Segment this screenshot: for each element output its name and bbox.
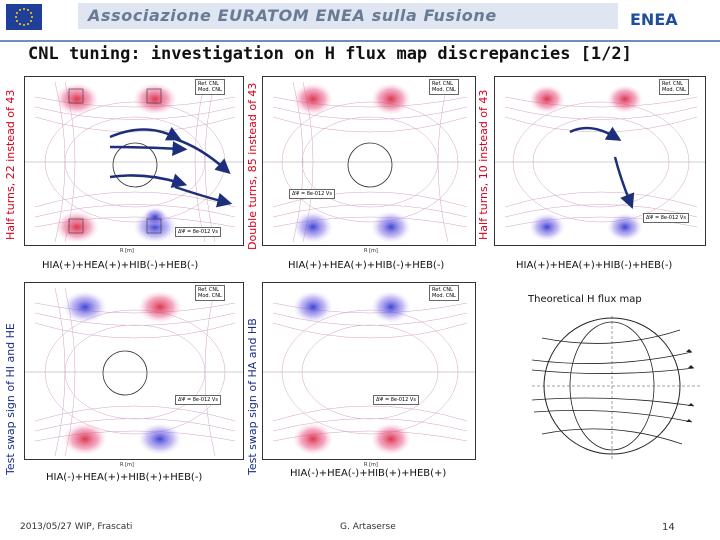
flux-map-top-left: Ref. CNL Mod. CNL ΔΨ = 8e-012 Vs bbox=[24, 76, 244, 246]
caption-bottom-mid: HIA(-)+HEA(-)+HIB(+)+HEB(+) bbox=[290, 468, 447, 479]
enea-logo-icon: ENEA bbox=[630, 10, 678, 29]
footer-page-number: 14 bbox=[662, 522, 675, 533]
dpsi-box: ΔΨ = 8e-012 Vs bbox=[175, 395, 221, 405]
legend-ref-mod: Ref. CNL Mod. CNL bbox=[659, 79, 689, 95]
eu-flag-icon bbox=[6, 4, 42, 30]
footer-author: G. Artaserse bbox=[340, 522, 396, 532]
flux-map-bottom-mid: Ref. CNL Mod. CNL ΔΨ = 8e-012 Vs bbox=[262, 282, 476, 460]
svg-text:ENEA: ENEA bbox=[630, 10, 678, 29]
theoretical-flux-map bbox=[512, 310, 708, 466]
legend-ref-mod: Ref. CNL Mod. CNL bbox=[429, 79, 459, 95]
xlabel-top-left: R [m] bbox=[120, 248, 134, 254]
dpsi-box: ΔΨ = 8e-012 Vs bbox=[643, 213, 689, 223]
xlabel-bottom-left: R [m] bbox=[120, 462, 134, 468]
header-title: Associazione EURATOM ENEA sulla Fusione bbox=[78, 3, 618, 29]
caption-top-mid: HIA(+)+HEA(+)+HIB(-)+HEB(-) bbox=[288, 260, 445, 271]
caption-top-left: HIA(+)+HEA(+)+HIB(-)+HEB(-) bbox=[42, 260, 199, 271]
flux-map-top-right: Ref. CNL Mod. CNL ΔΨ = 8e-012 Vs bbox=[494, 76, 706, 246]
side-label-bottom-mid: Test swap sign of HA and HB bbox=[246, 318, 259, 475]
caption-top-right: HIA(+)+HEA(+)+HIB(-)+HEB(-) bbox=[516, 260, 673, 271]
side-label-bottom-left: Test swap sign of HI and HE bbox=[4, 323, 17, 475]
legend-ref-mod: Ref. CNL Mod. CNL bbox=[195, 285, 225, 301]
dpsi-box: ΔΨ = 8e-012 Vs bbox=[175, 227, 221, 237]
header-bar: Associazione EURATOM ENEA sulla Fusione … bbox=[0, 0, 720, 42]
dpsi-box: ΔΨ = 8e-012 Vs bbox=[289, 189, 335, 199]
xlabel-bottom-mid: R [m] bbox=[364, 462, 378, 468]
slide-title: CNL tuning: investigation on H flux map … bbox=[28, 44, 632, 64]
caption-theoretical: Theoretical H flux map bbox=[528, 294, 642, 305]
legend-ref-mod: Ref. CNL Mod. CNL bbox=[429, 285, 459, 301]
side-label-top-mid: Double turns, 85 instead of 43 bbox=[246, 82, 259, 250]
caption-bottom-left: HIA(-)+HEA(+)+HIB(+)+HEB(-) bbox=[46, 472, 203, 483]
xlabel-top-mid: R [m] bbox=[364, 248, 378, 254]
dpsi-box: ΔΨ = 8e-012 Vs bbox=[373, 395, 419, 405]
side-label-top-right: Half turns, 10 instead of 43 bbox=[477, 89, 490, 240]
legend-ref-mod: Ref. CNL Mod. CNL bbox=[195, 79, 225, 95]
flux-map-bottom-left: Ref. CNL Mod. CNL ΔΨ = 8e-012 Vs bbox=[24, 282, 244, 460]
footer-date-place: 2013/05/27 WIP, Frascati bbox=[20, 522, 133, 532]
flux-map-top-mid: Ref. CNL Mod. CNL ΔΨ = 8e-012 Vs bbox=[262, 76, 476, 246]
side-label-top-left: Half turns, 22 instead of 43 bbox=[4, 89, 17, 240]
